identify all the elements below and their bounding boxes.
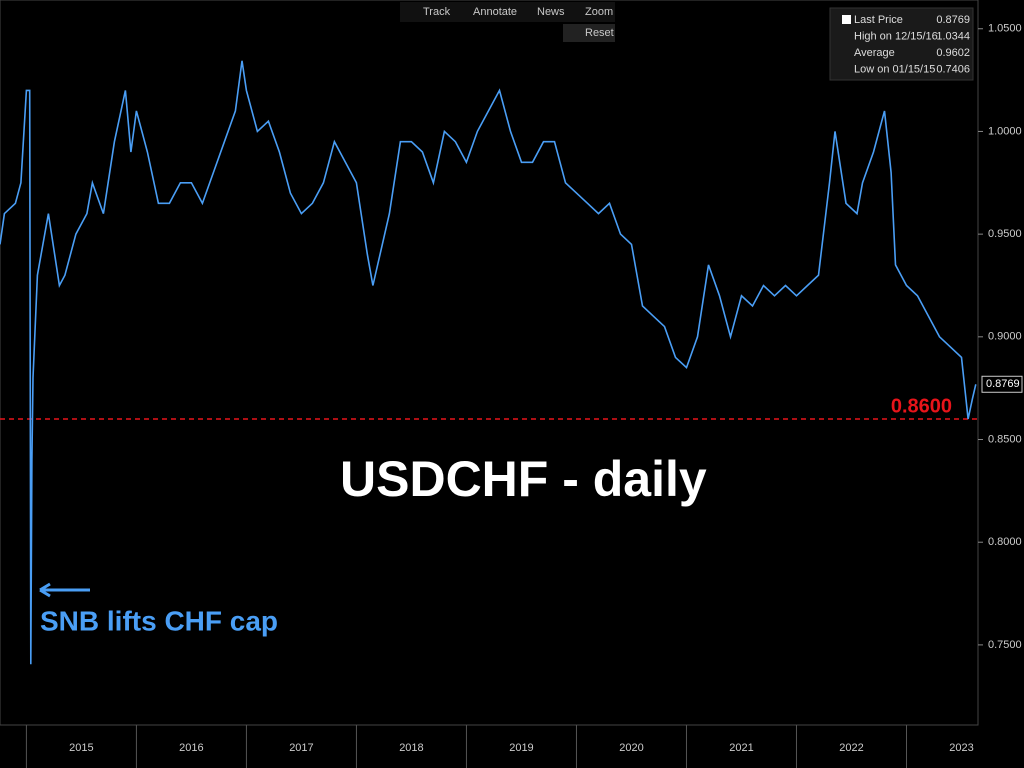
reset-button[interactable]	[563, 24, 615, 42]
x-tick-label: 2021	[729, 742, 753, 754]
toolbar-news[interactable]: News	[537, 6, 565, 18]
annotation: SNB lifts CHF cap	[40, 605, 278, 636]
x-tick-label: 2019	[509, 742, 533, 754]
y-tick-label: 0.9000	[988, 331, 1022, 343]
legend-name: Average	[854, 47, 895, 59]
legend-name: High on 12/15/16	[854, 30, 938, 42]
toolbar-annotate[interactable]: Annotate	[473, 6, 517, 18]
last-price-tag	[981, 375, 1023, 393]
toolbar-bg	[400, 2, 615, 22]
toolbar: Track Annotate News Zoom Reset	[400, 2, 615, 42]
legend-box	[829, 7, 974, 81]
x-tick-label: 2020	[619, 742, 643, 754]
y-tick-label: 0.8000	[988, 536, 1022, 548]
x-tick-label: 2015	[69, 742, 93, 754]
toolbar-zoom[interactable]: Zoom	[585, 6, 613, 18]
legend-value: 0.9602	[936, 47, 970, 59]
annotation-arrowhead	[39, 582, 51, 598]
legend-value: 0.7406	[936, 63, 970, 75]
y-tick-label: 1.0000	[988, 125, 1022, 137]
last-price-label: 0.8769	[986, 378, 1020, 390]
legend-value: 1.0344	[936, 30, 970, 42]
chart-title: USDCHF - daily	[340, 451, 707, 507]
toolbar-track[interactable]: Track	[423, 6, 451, 18]
price-line	[0, 60, 977, 665]
y-tick-label: 0.7500	[988, 639, 1022, 651]
reference-label: 0.8600	[891, 395, 952, 417]
x-tick-label: 2016	[179, 742, 203, 754]
legend-name: Low on 01/15/15	[854, 63, 935, 75]
x-tick-label: 2023	[949, 742, 973, 754]
y-tick-label: 1.0500	[988, 23, 1022, 35]
legend-name: Last Price	[854, 14, 903, 26]
toolbar-reset[interactable]: Reset	[585, 27, 614, 39]
y-tick-label: 0.9500	[988, 228, 1022, 240]
y-tick-label: 0.8500	[988, 433, 1022, 445]
legend-value: 0.8769	[936, 14, 970, 26]
legend-swatch	[842, 15, 851, 24]
x-tick-label: 2018	[399, 742, 423, 754]
x-tick-label: 2022	[839, 742, 863, 754]
plot-frame	[0, 0, 979, 726]
x-tick-label: 2017	[289, 742, 313, 754]
